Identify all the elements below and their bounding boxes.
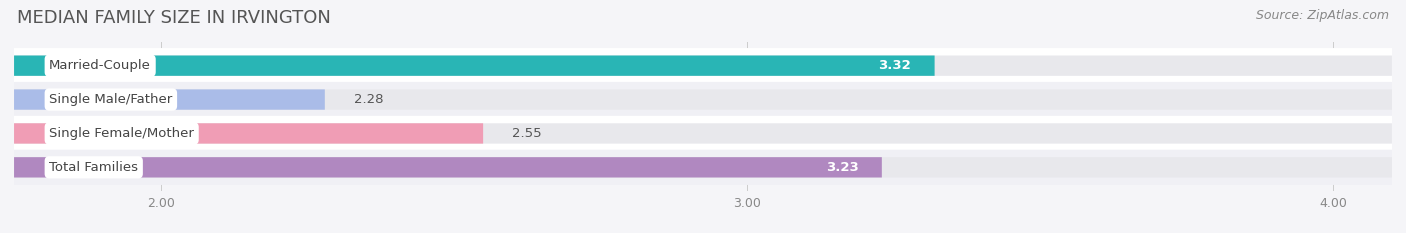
Text: Married-Couple: Married-Couple [49, 59, 150, 72]
Text: Single Male/Father: Single Male/Father [49, 93, 173, 106]
Text: 3.23: 3.23 [825, 161, 859, 174]
Text: 2.28: 2.28 [354, 93, 384, 106]
FancyBboxPatch shape [14, 123, 484, 144]
Text: Total Families: Total Families [49, 161, 138, 174]
FancyBboxPatch shape [0, 82, 1406, 117]
FancyBboxPatch shape [14, 157, 1392, 178]
FancyBboxPatch shape [14, 157, 882, 178]
FancyBboxPatch shape [0, 116, 1406, 151]
FancyBboxPatch shape [14, 55, 1392, 76]
Text: MEDIAN FAMILY SIZE IN IRVINGTON: MEDIAN FAMILY SIZE IN IRVINGTON [17, 9, 330, 27]
FancyBboxPatch shape [0, 48, 1406, 83]
FancyBboxPatch shape [0, 150, 1406, 185]
Text: 3.32: 3.32 [879, 59, 911, 72]
Text: Source: ZipAtlas.com: Source: ZipAtlas.com [1256, 9, 1389, 22]
Text: 2.55: 2.55 [512, 127, 543, 140]
FancyBboxPatch shape [14, 123, 1392, 144]
FancyBboxPatch shape [14, 89, 325, 110]
FancyBboxPatch shape [14, 55, 935, 76]
Text: Single Female/Mother: Single Female/Mother [49, 127, 194, 140]
FancyBboxPatch shape [14, 89, 1392, 110]
